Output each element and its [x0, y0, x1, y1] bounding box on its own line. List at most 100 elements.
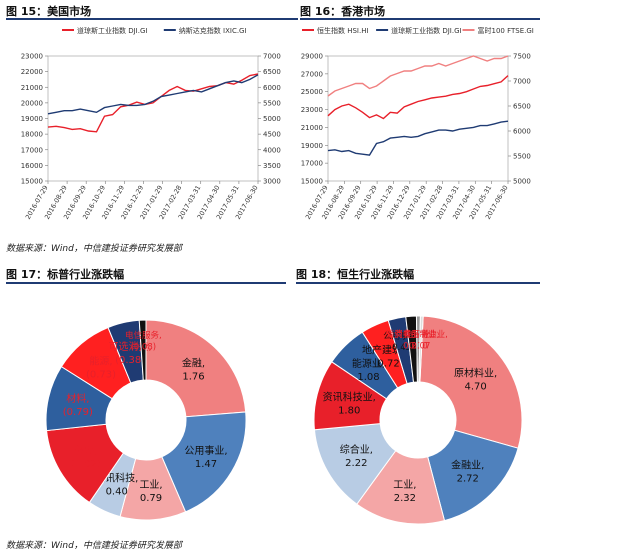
y-left-tick-label: 16000: [21, 162, 43, 170]
slice-value-8: 0.27: [403, 342, 422, 352]
slice-label-8: 消费者服务业,: [386, 329, 440, 340]
chart-title-us: 图 15：美国市场: [6, 5, 92, 18]
y-right-tick-label: 6000: [263, 84, 281, 92]
series-line-2: [327, 55, 509, 97]
y-right-tick-label: 4500: [263, 131, 281, 139]
slice-label-8: 电信服务,: [125, 330, 162, 341]
slice-label-6: 能源,: [89, 354, 112, 367]
plot-frame: [47, 55, 259, 182]
slice-value-7: (0.38): [115, 355, 145, 366]
slice-value-3: 2.22: [345, 458, 367, 469]
plot-frame: [327, 55, 509, 182]
y-left-tick-label: 21000: [301, 124, 323, 132]
y-left-tick-label: 15000: [21, 178, 43, 186]
slice-label-0: 金融,: [182, 357, 205, 370]
slice-value-0: 1.76: [182, 372, 204, 383]
slice-value-6: 0.72: [377, 358, 399, 369]
slice-label-2: 工业,: [393, 479, 416, 491]
y-left-tick-label: 15000: [301, 178, 323, 186]
slice-label-1: 公用事业,: [184, 444, 227, 457]
title-rule-us: [6, 18, 298, 20]
y-right-tick-label: 6500: [263, 68, 281, 76]
donut-slice-0: [419, 315, 523, 449]
donut-slice-0: [145, 319, 247, 418]
series-line-1: [327, 120, 509, 156]
y-right-tick-label: 5500: [263, 99, 281, 107]
slice-value-1: 2.72: [457, 474, 479, 485]
slice-label-4: 资讯科技业,: [323, 390, 376, 403]
legend-label-0: 道琼斯工业指数 DJI.GI: [77, 26, 147, 35]
slice-label-1: 金融业,: [451, 459, 484, 472]
donut-slice-1: [161, 411, 247, 513]
y-right-tick-label: 3500: [263, 162, 281, 170]
chart-title-hk: 图 16：香港市场: [300, 5, 386, 18]
y-right-tick-label: 7000: [263, 53, 281, 61]
slice-value-5: 1.08: [357, 372, 379, 383]
slice-value-7: 0.45: [392, 343, 411, 353]
slice-value-10: 0.07: [411, 342, 430, 352]
slice-label-2: 工业,: [139, 479, 162, 491]
slice-label-5: 材料,: [66, 392, 89, 405]
y-right-tick-label: 6500: [513, 103, 531, 111]
y-left-tick-label: 23000: [21, 53, 43, 61]
y-left-tick-label: 18000: [21, 131, 43, 139]
source-note-top: 数据来源：Wind，中信建投证券研究发展部: [6, 244, 182, 254]
hk-market-line-chart: 恒生指数 HSI.HI 道琼斯工业指数 DJI.GI 富时100 FTSE.GI 15…: [301, 26, 534, 221]
series-line-0: [327, 75, 509, 120]
slice-value-2: 0.79: [140, 493, 162, 504]
y-right-tick-label: 5000: [263, 115, 281, 123]
donut-slice-8: [138, 319, 147, 381]
slice-value-1: 1.47: [195, 459, 217, 470]
y-right-tick-label: 5500: [513, 153, 531, 161]
us-market-line-chart: 道琼斯工业指数 DJI.GI 纳斯达克指数 IXIC.GI 15000 16000 17…: [21, 26, 281, 221]
y-left-tick-label: 22000: [21, 68, 43, 76]
slice-value-6: (0.73): [86, 369, 116, 380]
y-right-tick-label: 5000: [513, 178, 531, 186]
y-left-tick-label: 23000: [301, 106, 323, 114]
series-line-1: [47, 74, 259, 115]
slice-value-5: (0.79): [63, 407, 93, 418]
slice-label-10: 消费品制造业,: [394, 329, 448, 340]
y-left-tick-label: 25000: [301, 88, 323, 96]
y-left-tick-label: 20000: [21, 99, 43, 107]
title-rule-hk: [300, 18, 540, 20]
slice-value-3: 0.40: [106, 487, 128, 498]
chart-title-sp: 图 17：标普行业涨跌幅: [6, 268, 125, 281]
slice-label-4: 必需,: [74, 444, 97, 457]
y-left-tick-label: 29000: [301, 53, 323, 61]
slice-value-8: (0.08): [131, 343, 157, 353]
y-left-tick-label: 19000: [301, 142, 323, 150]
sp-sector-donut-chart: 金融,1.76公用事业,1.47工业,0.79资讯科技,0.40必需,(1.02…: [45, 319, 247, 521]
slice-label-0: 原材料业,: [454, 367, 497, 380]
legend-label-1: 道琼斯工业指数 DJI.GI: [391, 26, 461, 35]
y-right-tick-label: 7500: [513, 53, 531, 61]
y-left-tick-label: 17000: [21, 146, 43, 154]
slice-value-4: (1.02): [71, 459, 101, 470]
slice-value-2: 2.32: [394, 493, 416, 504]
slice-value-9: 0.10: [409, 342, 428, 352]
chart-title-hs: 图 18：恒生行业涨跌幅: [296, 268, 415, 281]
title-rule-sp: [6, 282, 286, 284]
y-left-tick-label: 27000: [301, 70, 323, 78]
y-left-tick-label: 17000: [301, 160, 323, 168]
y-right-tick-label: 7000: [513, 78, 531, 86]
donut-slice-10: [418, 315, 424, 383]
source-note-bottom: 数据来源：Wind，中信建投证券研究发展部: [6, 541, 182, 551]
title-rule-hs: [296, 282, 540, 284]
legend-label-2: 富时100 FTSE.GI: [478, 26, 534, 35]
y-right-tick-label: 3000: [263, 178, 281, 186]
slice-label-3: 综合业,: [340, 443, 373, 456]
y-right-tick-label: 6000: [513, 128, 531, 136]
y-right-tick-label: 4000: [263, 146, 281, 154]
slice-label-5: 能源业,: [352, 357, 385, 370]
slice-label-9: 电讯业,: [404, 329, 432, 340]
slice-value-4: 1.80: [338, 405, 360, 416]
legend-label-1: 纳斯达克指数 IXIC.GI: [179, 26, 247, 35]
y-left-tick-label: 21000: [21, 84, 43, 92]
donut-slice-1: [427, 429, 519, 522]
hs-sector-donut-chart: 原材料业, 4.70 金融业, 2.72 工业, 2.32 综合业, 2.22 资讯科技业, 1.…: [313, 315, 523, 525]
y-left-tick-label: 19000: [21, 115, 43, 123]
slice-value-0: 4.70: [465, 382, 487, 393]
slice-label-7: 公用事业,: [383, 331, 420, 342]
legend-label-0: 恒生指数 HSI.HI: [317, 26, 369, 35]
